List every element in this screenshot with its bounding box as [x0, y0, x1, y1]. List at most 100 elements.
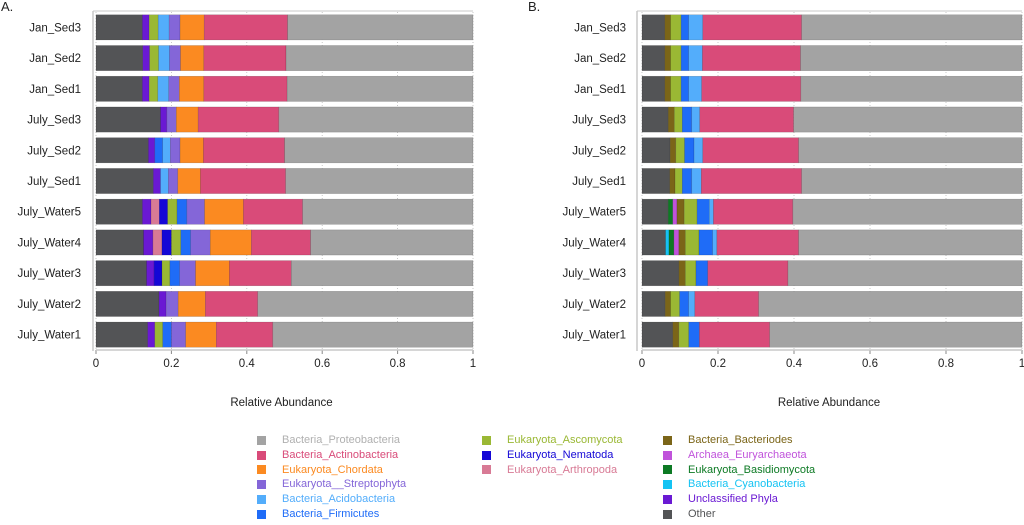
bar-segment-eukaryota-ascomycota-july-water2 [670, 291, 680, 317]
bar-segment-eukaryota-ascomycota-july-sed3 [674, 106, 683, 133]
bar-segment-bacteria-proteobacteria-july-water5 [302, 198, 474, 225]
bar-segment-bacteria-proteobacteria-jan-sed2 [800, 45, 1023, 71]
legend-swatch [663, 509, 672, 519]
bar-segment-bacteria-acidobacteria-july-water4 [712, 229, 718, 256]
bar-segment-eukaryota-chordata-jan-sed3 [179, 14, 205, 41]
legend-swatch [482, 450, 491, 460]
bar-segment-bacteria-actinobacteria-july-water2 [205, 291, 258, 317]
x-tick-label: 0.4 [786, 358, 803, 370]
category-label: July_Water4 [563, 237, 627, 249]
bar-segment-other-july-sed1 [641, 168, 670, 194]
bar-segment-bacteria-bacteriodes-july-sed2 [669, 137, 677, 164]
bar-segment-bacteria-proteobacteria-july-sed3 [278, 106, 474, 133]
legend-swatch [257, 465, 266, 475]
bar-segment-bacteria-actinobacteria-july-water4 [251, 229, 311, 256]
x-tick-label: 1 [470, 358, 476, 370]
category-label: July_Water3 [563, 268, 627, 280]
bar-segment-bacteria-actinobacteria-july-water1 [699, 321, 770, 348]
category-label: July_Water1 [18, 330, 82, 342]
bar-segment-eukaryota-chordata-jan-sed2 [180, 45, 205, 71]
bar-segment-eukaryota-ascomycota-july-sed1 [674, 168, 683, 194]
legend-item-unclassified-phyla: Unclassified Phyla [663, 492, 815, 507]
bar-segment-eukaryota-ascomycota-july-water3 [685, 260, 697, 287]
bar-segment-eukaryota-ascomycota-july-water5 [683, 198, 698, 225]
bar-segment-bacteria-actinobacteria-jan-sed3 [203, 14, 288, 41]
legend-swatch [482, 435, 491, 445]
bar-segment-bacteria-proteobacteria-july-water4 [310, 229, 474, 256]
legend-column-3: Bacteria_Bacteriodes Archaea_Euryarchaeot… [663, 433, 815, 522]
panel-a-label: A. [1, 0, 14, 14]
legend-swatch [257, 480, 266, 490]
bar-segment-bacteria-proteobacteria-july-sed3 [793, 106, 1023, 133]
x-tick-label: 0.4 [239, 358, 256, 370]
legend-label: Bacteria_Proteobacteria [282, 434, 401, 446]
bar-segment-eukaryota-ascomycota-july-sed2 [675, 137, 685, 164]
category-label: July_Water1 [563, 330, 627, 342]
legend-swatch [257, 450, 266, 460]
bar-segment-bacteria-bacteriodes-july-water4 [678, 229, 686, 256]
bar-segment-bacteria-actinobacteria-jan-sed2 [203, 45, 287, 71]
bar-segment-bacteria-acidobacteria-jan-sed1 [688, 75, 702, 102]
bar-segment-bacteria-acidobacteria-july-sed1 [691, 168, 702, 194]
bar-segment-bacteria-proteobacteria-july-sed2 [284, 137, 474, 164]
bar-segment-other-july-sed3 [95, 106, 161, 133]
bar-segment-bacteria-proteobacteria-july-water3 [787, 260, 1023, 287]
category-label: Jan_Sed1 [574, 84, 626, 96]
bar-segment-bacteria-actinobacteria-july-water5 [243, 198, 303, 225]
bar-segment-other-july-water3 [95, 260, 147, 287]
bar-segment-bacteria-acidobacteria-jan-sed3 [688, 14, 704, 41]
legend-label: Archaea_Euryarchaeota [688, 448, 807, 461]
legend-item-archaea-euryarchaeota: Archaea_Euryarchaeota [663, 448, 815, 463]
legend-label: Bacteria_Acidobacteria [282, 493, 396, 506]
bar-segment-eukaryota-chordata-july-water4 [209, 229, 252, 256]
bar-segment-bacteria-firmicutes-july-water4 [698, 229, 713, 256]
bar-segment-bacteria-acidobacteria-july-sed2 [693, 137, 704, 164]
category-label: July_Sed1 [572, 176, 626, 188]
bar-segment-other-july-water5 [95, 198, 143, 225]
bar-segment-bacteria-firmicutes-july-sed1 [682, 168, 693, 194]
bar-segment-bacteria-actinobacteria-july-water5 [713, 198, 794, 225]
bar-segment-archaea-euryarchaeota-july-water5 [672, 198, 678, 225]
bar-segment-other-july-sed2 [95, 137, 149, 164]
category-label: Jan_Sed1 [29, 84, 81, 96]
legend-column-1: Bacteria_Proteobacteria Bacteria_Actinoba… [257, 433, 406, 522]
x-tick-label: 0 [639, 358, 645, 370]
legend-column-2: Eukaryota_Ascomycota Eukaryota_Nematoda Eu… [482, 433, 623, 477]
legend-item-bacteria-bacteriodes: Bacteria_Bacteriodes [663, 433, 815, 448]
legend-swatch [663, 435, 672, 445]
category-label: July_Water2 [563, 299, 627, 311]
bar-segment-other-jan-sed2 [95, 45, 143, 71]
bar-segment-bacteria-proteobacteria-july-water2 [257, 291, 474, 317]
x-tick-label: 0.8 [390, 358, 406, 370]
bar-segment-bacteria-actinobacteria-july-sed3 [699, 106, 794, 133]
legend-item-bacteria-acidobacteria: Bacteria_Acidobacteria [257, 492, 406, 507]
bar-segment-other-jan-sed3 [641, 14, 666, 41]
bar-segment-bacteria-acidobacteria-july-water2 [688, 291, 696, 317]
bar-segment-eukaryota-basidiomycota-july-water4 [668, 229, 675, 256]
bar-segment-bacteria-proteobacteria-jan-sed3 [801, 14, 1023, 41]
bar-segment-bacteria-firmicutes-july-water3 [695, 260, 708, 287]
category-label: Jan_Sed2 [29, 53, 81, 65]
x-tick-label: 1 [1019, 358, 1024, 370]
bar-segment-bacteria-proteobacteria-jan-sed1 [286, 75, 474, 102]
category-label: July_Water5 [18, 207, 82, 219]
bar-segment-bacteria-firmicutes-july-sed2 [684, 137, 695, 164]
bar-segment-bacteria-proteobacteria-july-sed1 [285, 168, 474, 194]
legend-item-bacteria-cyanobacteria: Bacteria_Cyanobacteria [663, 477, 815, 492]
category-label: Jan_Sed3 [29, 22, 81, 34]
legend-item-eukaryota-streptophyta: Eukaryota__Streptophyta [257, 477, 406, 492]
legend-label: Other [688, 507, 716, 520]
category-label: July_Water2 [18, 299, 82, 311]
bar-segment-bacteria-firmicutes-july-water1 [688, 321, 700, 348]
bar-segment-bacteria-firmicutes-jan-sed1 [680, 75, 689, 102]
bar-segment-eukaryota-streptophyta-july-water5 [186, 198, 205, 225]
bar-segment-bacteria-proteobacteria-july-water3 [291, 260, 474, 287]
category-label: July_Water3 [18, 268, 82, 280]
legend-swatch [257, 509, 266, 519]
bar-segment-bacteria-bacteriodes-july-water5 [676, 198, 685, 225]
bar-segment-bacteria-actinobacteria-july-sed2 [702, 137, 799, 164]
panel-b-label: B. [528, 0, 541, 14]
bar-segment-bacteria-actinobacteria-july-water3 [707, 260, 789, 287]
legend-swatch [663, 450, 672, 460]
